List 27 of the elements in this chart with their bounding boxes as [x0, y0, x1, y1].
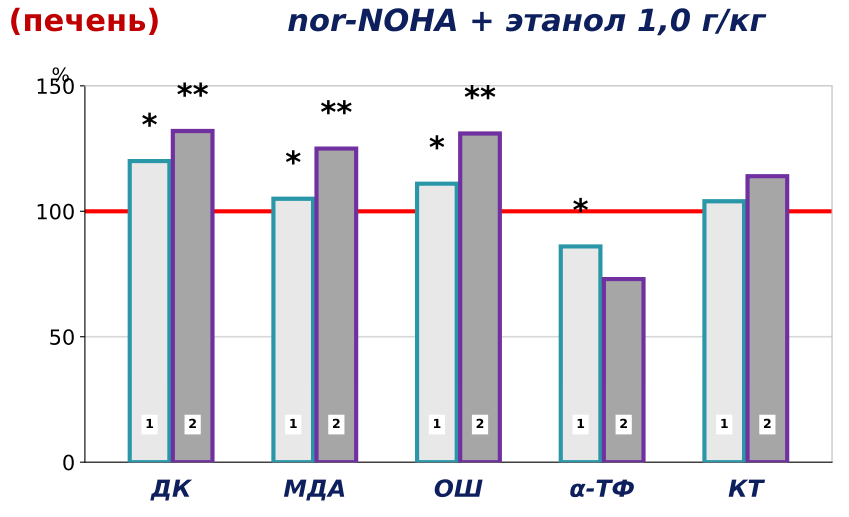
annotation: 1	[290, 418, 297, 428]
text: (печень)	[11, 8, 158, 35]
x-tick-label: ОШ	[434, 479, 483, 498]
annotation: *	[430, 135, 444, 150]
annotation: 1	[578, 418, 584, 428]
annotation: *	[286, 150, 301, 164]
annotation: 2	[189, 418, 196, 428]
y-tick-label: 50	[50, 329, 74, 345]
y-tick-label: 0	[63, 454, 74, 470]
y-tick-label: 100	[38, 204, 74, 220]
x-tick-label: МДА	[284, 480, 344, 501]
annotation: *	[142, 112, 157, 127]
annotation: 1	[721, 418, 728, 428]
annotation: 2	[620, 418, 627, 428]
chart-title: nor-NOHA + этанол 1,0 г/кг	[288, 8, 766, 36]
annotation: 2	[332, 418, 340, 428]
annotation: **	[177, 82, 208, 97]
x-tick-label: α-ТФ	[570, 480, 634, 498]
annotation: 1	[434, 418, 440, 428]
annotation: 2	[764, 418, 771, 428]
x-tick-label: КТ	[728, 480, 766, 497]
annotation: 1	[146, 418, 154, 428]
x-tick-label: ДК	[150, 480, 192, 501]
annotation: 2	[476, 418, 484, 428]
annotation: **	[464, 85, 496, 100]
annotation: **	[320, 100, 352, 114]
annotation: *	[573, 198, 588, 212]
